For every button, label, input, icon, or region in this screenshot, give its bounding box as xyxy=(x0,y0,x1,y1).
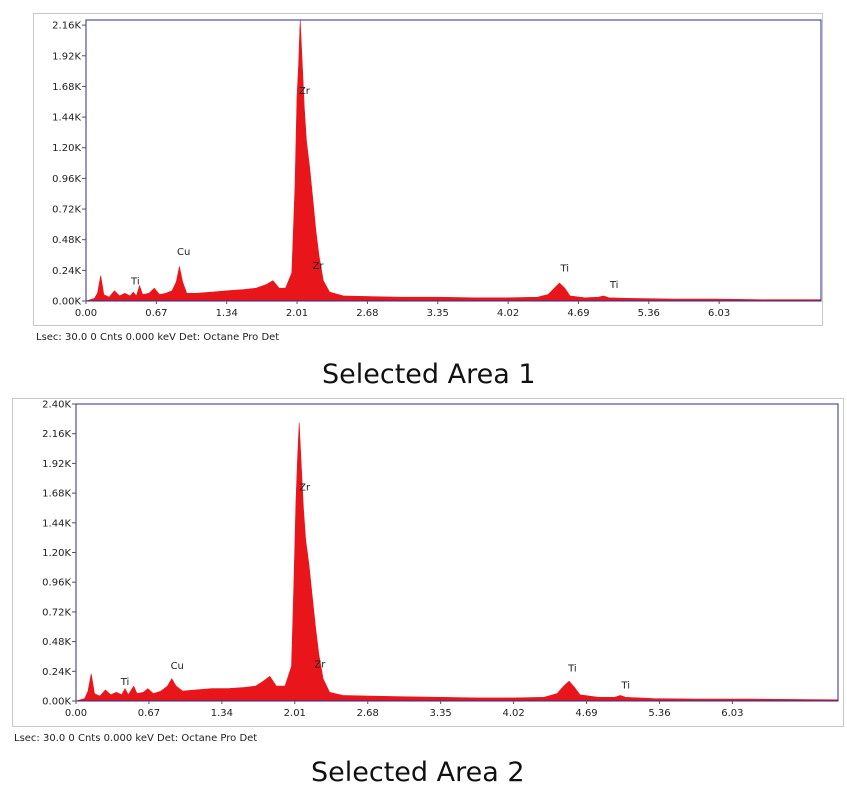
y-tick-label: 1.68K xyxy=(52,82,81,93)
y-tick-label: 1.20K xyxy=(52,143,81,154)
x-tick-label: 0.00 xyxy=(65,708,87,719)
spectrum-area xyxy=(75,422,839,702)
y-tick-label: 0.48K xyxy=(42,637,71,648)
spectrum-area xyxy=(85,19,822,302)
y-tick-label: 1.68K xyxy=(42,489,71,500)
peak-label-cu: Cu xyxy=(177,247,190,258)
eds-spectrum-chart-1: 0.00K 0.24K 0.48K 0.72K 0.96K 1.20K 1.44K 1.68K… xyxy=(52,19,822,319)
x-tick-label: 2.01 xyxy=(286,308,308,319)
y-tick-label: 1.92K xyxy=(42,459,71,470)
x-tick-label: 3.35 xyxy=(430,708,452,719)
x-tick-label: 2.01 xyxy=(284,708,306,719)
peak-label-ti: Ti xyxy=(567,663,577,674)
x-tick-label: 0.00 xyxy=(75,308,97,319)
plot-frame xyxy=(85,19,822,302)
eds-spectrum-chart-2: 0.00K 0.24K 0.48K 0.72K 0.96K 1.20K 1.44K 1.68K… xyxy=(42,400,839,719)
status-line-1: Lsec: 30.0 0 Cnts 0.000 keV Det: Octane … xyxy=(36,332,280,343)
peak-label-ti: Ti xyxy=(130,276,140,287)
x-tick-label: 2.68 xyxy=(356,308,378,319)
x-tick-label: 1.34 xyxy=(211,708,233,719)
caption-selected-area-1: Selected Area 1 xyxy=(322,359,536,390)
y-tick-label: 1.44K xyxy=(42,518,71,529)
y-tick-label: 0.00K xyxy=(42,697,71,708)
y-tick-label: 0.96K xyxy=(52,174,81,185)
x-tick-label: 3.35 xyxy=(427,308,449,319)
y-tick-label: 1.92K xyxy=(52,51,81,62)
y-tick-label: 0.72K xyxy=(52,205,81,216)
spectrum-panel-1: 0.00K 0.24K 0.48K 0.72K 0.96K 1.20K 1.44K 1.68K… xyxy=(33,13,823,326)
x-tick-label: 1.34 xyxy=(216,308,238,319)
peak-label-zr: Zr xyxy=(299,86,311,97)
y-tick-label: 0.24K xyxy=(42,667,71,678)
y-tick-label: 1.20K xyxy=(42,548,71,559)
x-tick-label: 4.02 xyxy=(497,308,519,319)
x-tick-label: 5.36 xyxy=(638,308,660,319)
y-tick-label: 2.16K xyxy=(42,429,71,440)
status-line-2: Lsec: 30.0 0 Cnts 0.000 keV Det: Octane … xyxy=(14,733,258,744)
y-tick-label: 0.48K xyxy=(52,235,81,246)
peak-label-ti: Ti xyxy=(609,280,619,291)
y-tick-label: 0.72K xyxy=(42,607,71,618)
x-tick-label: 0.67 xyxy=(145,308,167,319)
x-tick-label: 4.02 xyxy=(502,708,524,719)
peak-label-ti: Ti xyxy=(620,681,630,692)
y-tick-label: 2.16K xyxy=(52,21,81,32)
x-tick-label: 4.69 xyxy=(567,308,589,319)
peak-label-zr: Zr xyxy=(299,483,311,494)
x-tick-label: 6.03 xyxy=(708,308,730,319)
plot-frame xyxy=(75,403,839,702)
x-tick-label: 5.36 xyxy=(648,708,670,719)
y-tick-label: 1.44K xyxy=(52,113,81,124)
peak-label-ti: Ti xyxy=(560,264,570,275)
peak-label-zr: Zr xyxy=(314,660,326,671)
peak-label-cu: Cu xyxy=(171,661,184,672)
x-tick-label: 6.03 xyxy=(721,708,743,719)
x-tick-label: 4.69 xyxy=(575,708,597,719)
x-tick-label: 0.67 xyxy=(138,708,160,719)
caption-selected-area-2: Selected Area 2 xyxy=(311,757,525,788)
y-tick-label: 0.00K xyxy=(52,297,81,308)
y-tick-label: 2.40K xyxy=(42,400,71,411)
y-tick-label: 0.24K xyxy=(52,266,81,277)
peak-label-ti: Ti xyxy=(120,677,130,688)
y-tick-label: 0.96K xyxy=(42,578,71,589)
x-tick-label: 2.68 xyxy=(357,708,379,719)
peak-label-zr: Zr xyxy=(313,261,325,272)
spectrum-panel-2: 0.00K 0.24K 0.48K 0.72K 0.96K 1.20K 1.44K 1.68K… xyxy=(12,398,844,727)
